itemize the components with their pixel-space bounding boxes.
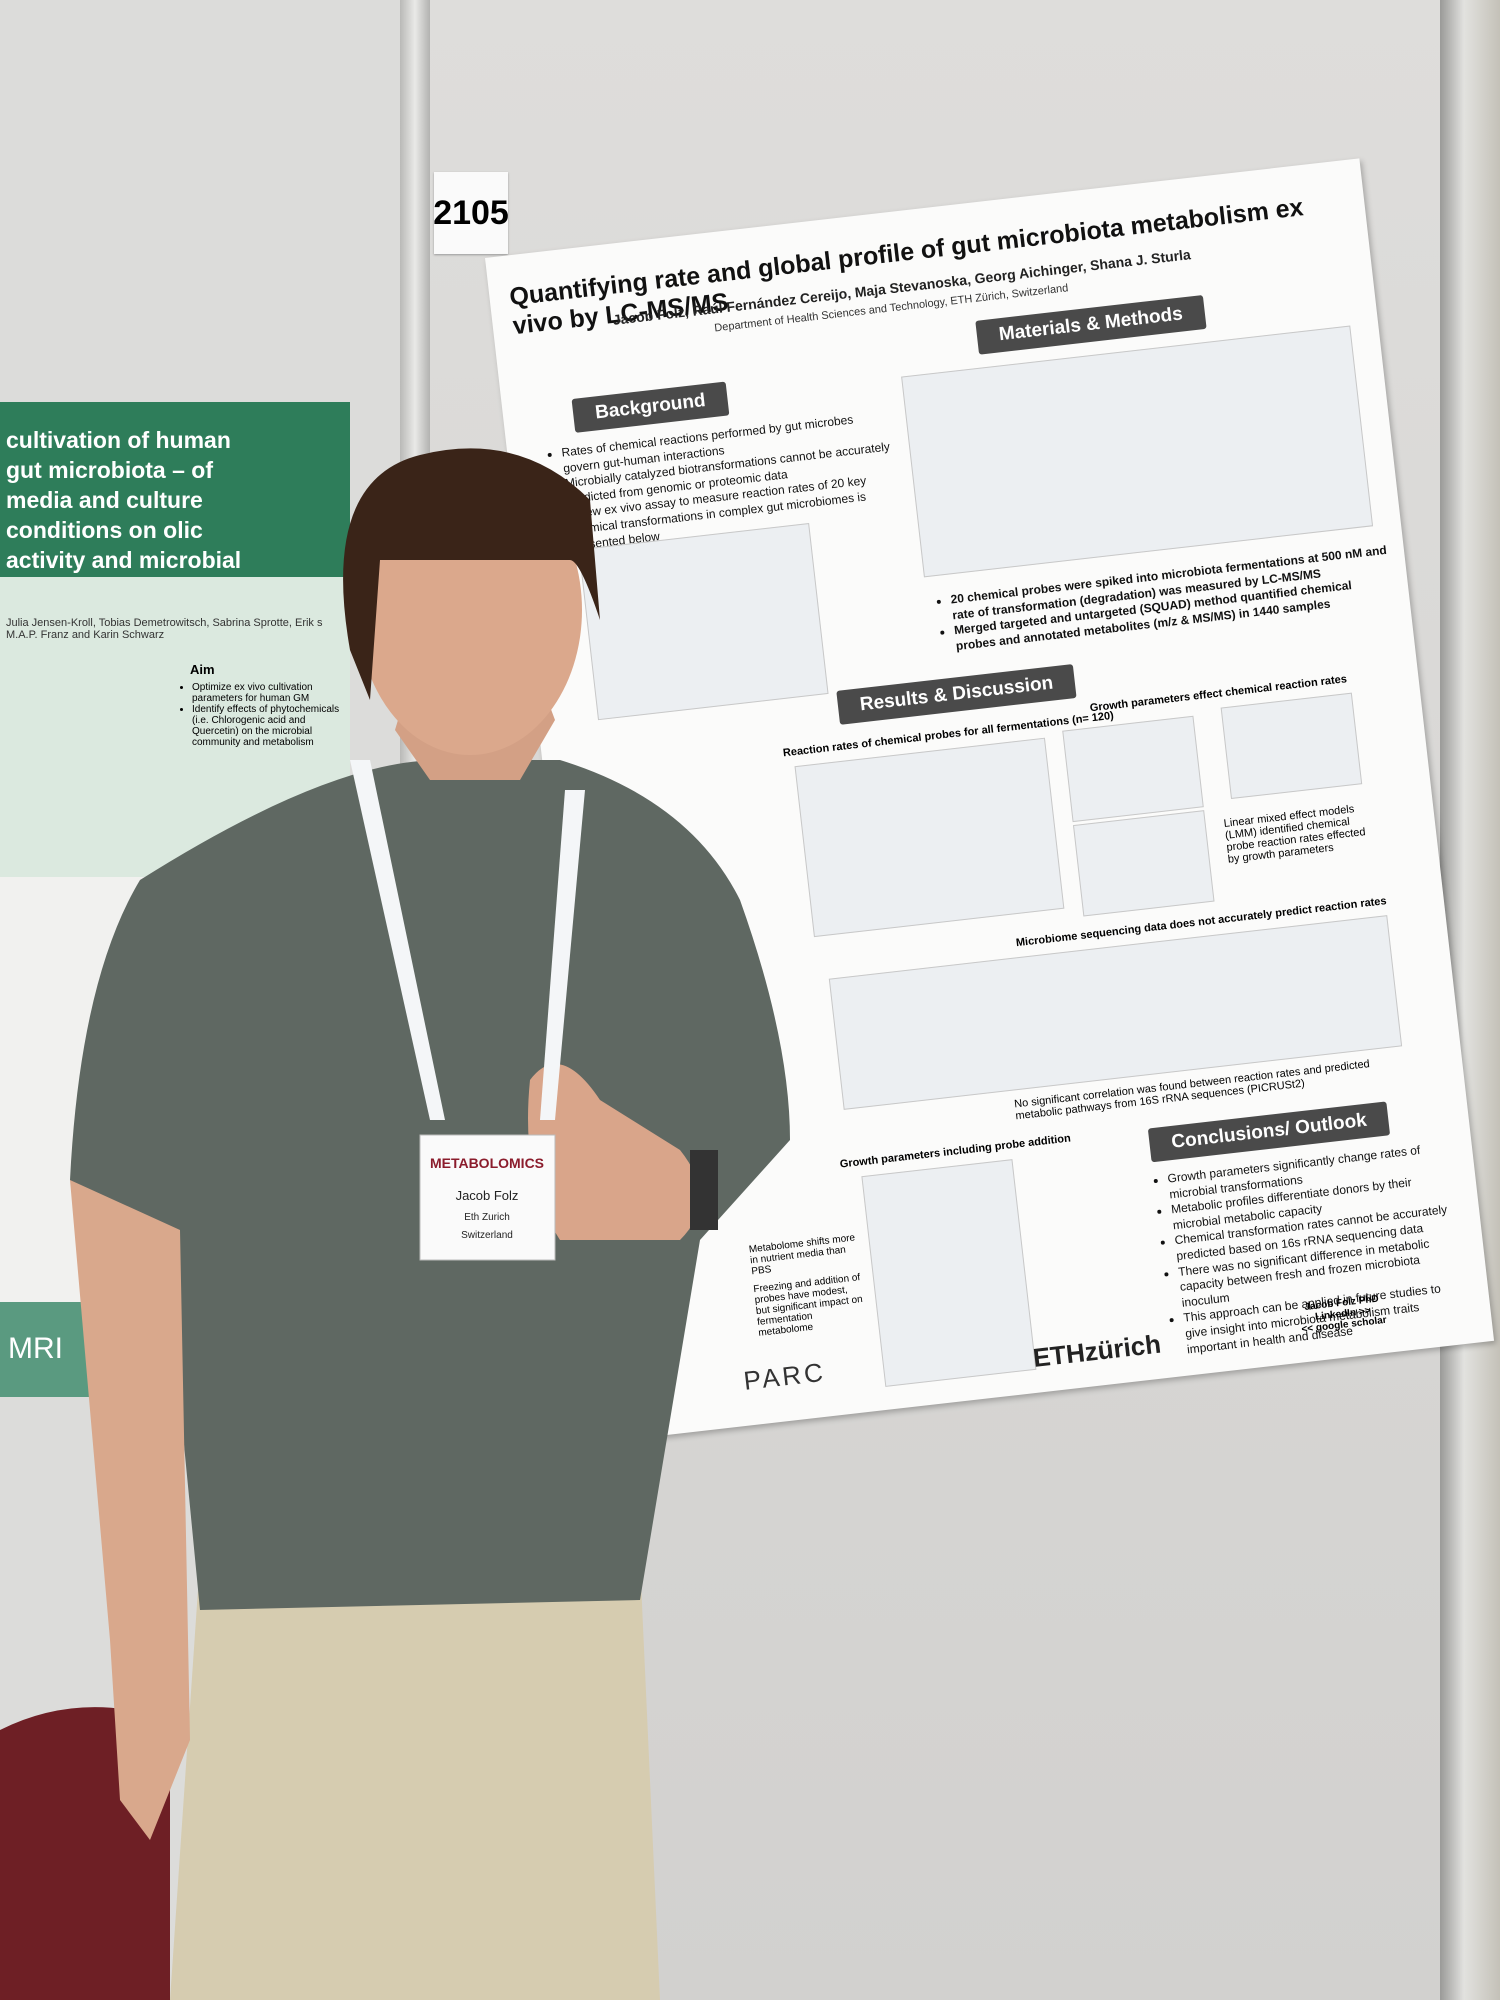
lanyard	[350, 760, 445, 1120]
bullet: Optimize ex vivo cultivation parameters …	[192, 682, 350, 704]
hand	[528, 1064, 700, 1240]
badge-event: METABOLOMICS	[430, 1155, 544, 1171]
badge-country: Switzerland	[461, 1230, 513, 1241]
bullet: Identify effects of phytochemicals (i.e.…	[192, 704, 350, 748]
poster-title: cultivation of human gut microbiota – of…	[0, 402, 350, 602]
lanyard	[540, 790, 585, 1120]
poster-authors: Julia Jensen-Kroll, Tobias Demetrowitsch…	[6, 617, 323, 641]
section-heading: Aim	[190, 662, 215, 677]
hair	[343, 448, 600, 700]
bullet-list: Optimize ex vivo cultivation parameters …	[180, 682, 350, 748]
trousers	[170, 1560, 660, 2000]
arm	[70, 1180, 190, 1840]
watch	[690, 1150, 718, 1230]
badge-name: Jacob Folz	[456, 1188, 519, 1203]
board-number: 2105	[433, 172, 509, 254]
badge-org: Eth Zurich	[464, 1212, 510, 1223]
name-badge	[419, 1134, 556, 1261]
